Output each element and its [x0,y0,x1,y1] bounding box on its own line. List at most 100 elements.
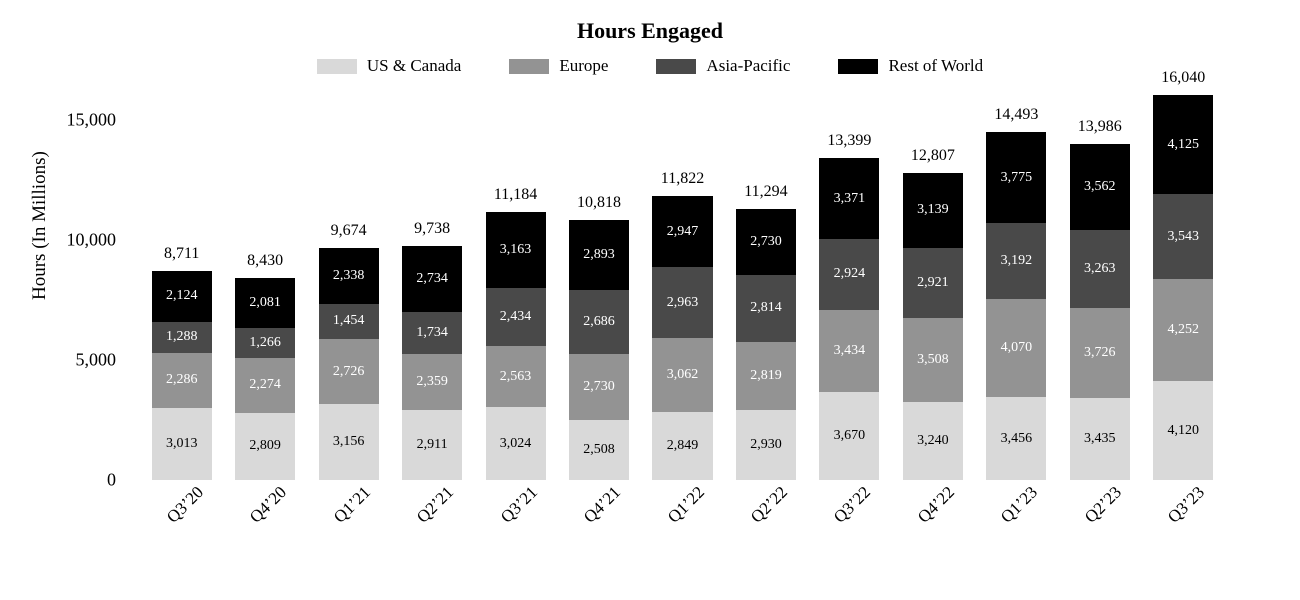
bar-total-label: 11,294 [744,183,787,201]
x-tick-label: Q3’23 [1164,482,1209,527]
segment-value-label: 1,266 [249,335,281,351]
bar-segment: 3,024 [486,407,546,480]
bar-group: 4,1204,2523,5434,12516,040 [1153,95,1213,480]
bar-group: 2,9302,8192,8142,73011,294 [736,209,796,480]
segment-value-label: 4,070 [1001,340,1033,356]
segment-value-label: 3,371 [834,191,866,207]
legend-label: Asia-Pacific [706,56,790,76]
bar-segment: 2,563 [486,346,546,408]
bar-segment: 3,371 [819,158,879,239]
x-tick-label: Q1’22 [663,482,708,527]
segment-value-label: 3,775 [1001,170,1033,186]
segment-value-label: 1,454 [333,313,365,329]
bar-segment: 2,286 [152,353,212,408]
segment-value-label: 2,686 [583,314,615,330]
bar-segment: 3,670 [819,392,879,480]
bar-total-label: 8,430 [247,252,283,270]
y-tick-label: 0 [107,470,116,491]
segment-value-label: 2,081 [249,295,281,311]
segment-value-label: 2,274 [249,377,281,393]
legend: US & CanadaEuropeAsia-PacificRest of Wor… [0,56,1300,76]
bar-group: 3,0132,2861,2882,1248,711 [152,271,212,480]
bar-segment: 2,359 [402,354,462,411]
segment-value-label: 4,120 [1168,423,1200,439]
legend-swatch [509,59,549,74]
bar-segment: 3,508 [903,318,963,402]
bar-group: 2,9112,3591,7342,7349,738 [402,246,462,480]
bar-segment: 2,963 [652,267,712,338]
bar-segment: 3,192 [986,223,1046,300]
segment-value-label: 2,359 [416,374,448,390]
bar-segment: 3,562 [1070,144,1130,229]
x-tick-label: Q3’20 [163,482,208,527]
bar-total-label: 12,807 [911,147,955,165]
bar-segment: 3,726 [1070,308,1130,397]
bar-segment: 2,921 [903,248,963,318]
bar-segment: 2,911 [402,410,462,480]
bar-total-label: 14,493 [994,106,1038,124]
segment-value-label: 3,435 [1084,431,1116,447]
bar-segment: 3,013 [152,408,212,480]
bar-segment: 3,456 [986,397,1046,480]
legend-item: Asia-Pacific [656,56,790,76]
bar-group: 3,4353,7263,2633,56213,986 [1070,144,1130,480]
segment-value-label: 2,730 [750,234,782,250]
bar-group: 2,8092,2741,2662,0818,430 [235,278,295,480]
x-tick-label: Q4’22 [914,482,959,527]
x-tick-label: Q2’23 [1081,482,1126,527]
bar-group: 3,0242,5632,4343,16311,184 [486,212,546,480]
segment-value-label: 3,456 [1001,431,1033,447]
segment-value-label: 3,156 [333,434,365,450]
segment-value-label: 2,893 [583,247,615,263]
legend-swatch [317,59,357,74]
legend-label: US & Canada [367,56,461,76]
bar-group: 3,2403,5082,9213,13912,807 [903,173,963,480]
bar-segment: 1,734 [402,312,462,354]
legend-item: Rest of World [838,56,983,76]
segment-value-label: 3,192 [1001,253,1033,269]
legend-label: Rest of World [888,56,983,76]
bar-segment: 2,730 [569,354,629,420]
bar-total-label: 8,711 [164,245,199,263]
segment-value-label: 2,726 [333,364,365,380]
legend-item: US & Canada [317,56,461,76]
segment-value-label: 3,562 [1084,179,1116,195]
bar-segment: 2,726 [319,339,379,404]
bar-total-label: 10,818 [577,194,621,212]
segment-value-label: 2,434 [500,309,532,325]
bar-segment: 4,070 [986,299,1046,397]
bar-segment: 2,924 [819,239,879,309]
bar-segment: 3,139 [903,173,963,248]
segment-value-label: 2,947 [667,224,699,240]
segment-value-label: 2,563 [500,369,532,385]
segment-value-label: 3,263 [1084,261,1116,277]
bar-segment: 2,734 [402,246,462,312]
bar-total-label: 11,184 [494,186,537,204]
bar-segment: 2,730 [736,209,796,275]
segment-value-label: 2,338 [333,268,365,284]
x-tick-label: Q1’21 [330,482,375,527]
segment-value-label: 3,434 [834,343,866,359]
bar-segment: 3,240 [903,402,963,480]
bar-segment: 2,434 [486,288,546,346]
bar-segment: 2,508 [569,420,629,480]
segment-value-label: 3,013 [166,436,198,452]
segment-value-label: 2,911 [417,437,448,453]
bar-segment: 4,252 [1153,279,1213,381]
chart-title: Hours Engaged [0,0,1300,44]
segment-value-label: 3,062 [667,367,699,383]
bar-segment: 4,120 [1153,381,1213,480]
bar-segment: 2,686 [569,290,629,354]
segment-value-label: 2,921 [917,275,949,291]
x-tick-label: Q4’21 [580,482,625,527]
bar-total-label: 11,822 [661,170,704,188]
segment-value-label: 1,288 [166,329,198,345]
bar-segment: 2,338 [319,248,379,304]
segment-value-label: 3,024 [500,436,532,452]
segment-value-label: 2,963 [667,295,699,311]
legend-swatch [838,59,878,74]
bar-segment: 2,819 [736,342,796,410]
bar-group: 3,6703,4342,9243,37113,399 [819,158,879,480]
x-tick-label: Q1’23 [997,482,1042,527]
y-tick-label: 10,000 [67,230,117,251]
